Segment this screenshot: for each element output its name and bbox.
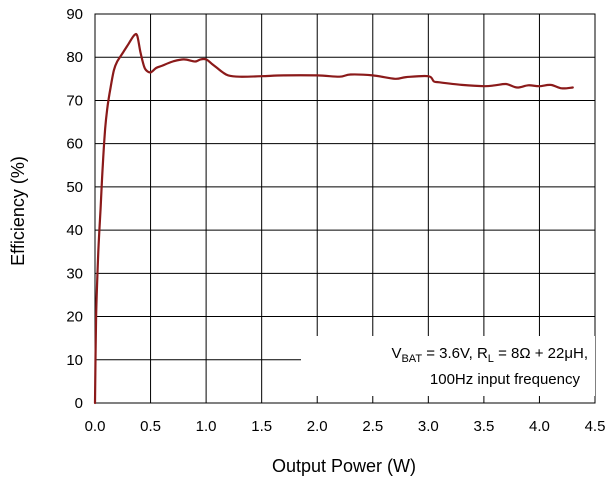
y-tick-label: 20 — [66, 309, 83, 326]
x-axis-label: Output Power (W) — [272, 456, 416, 476]
x-tick-label: 4.5 — [585, 418, 606, 435]
y-tick-label: 0 — [75, 395, 83, 412]
annotation: VBAT = 3.6V, RL = 8Ω + 22μH, 100Hz input… — [301, 336, 595, 396]
efficiency-series-line — [93, 32, 574, 405]
y-axis-label: Efficiency (%) — [8, 156, 28, 266]
annotation-background — [301, 336, 595, 396]
y-tick-label: 60 — [66, 136, 83, 153]
annotation-line-2: 100Hz input frequency — [430, 371, 581, 388]
y-tick-label: 80 — [66, 49, 83, 66]
y-tick-label: 30 — [66, 265, 83, 282]
x-tick-label: 1.0 — [196, 418, 217, 435]
y-tick-label: 10 — [66, 352, 83, 369]
x-tick-label: 1.5 — [251, 418, 272, 435]
x-tick-label: 0.5 — [140, 418, 161, 435]
y-tick-labels: 0 10 20 30 40 50 60 70 80 90 — [66, 6, 83, 412]
x-tick-label: 3.5 — [473, 418, 494, 435]
x-tick-label: 0.0 — [85, 418, 106, 435]
x-tick-label: 4.0 — [529, 418, 550, 435]
y-tick-label: 50 — [66, 179, 83, 196]
y-tick-label: 40 — [66, 222, 83, 239]
y-tick-label: 70 — [66, 92, 83, 109]
y-tick-label: 90 — [66, 6, 83, 23]
x-tick-label: 2.5 — [362, 418, 383, 435]
x-tick-label: 2.0 — [307, 418, 328, 435]
annotation-line-1: VBAT = 3.6V, RL = 8Ω + 22μH, — [391, 345, 588, 365]
x-tick-labels: 0.0 0.5 1.0 1.5 2.0 2.5 3.0 3.5 4.0 4.5 — [85, 418, 606, 435]
x-tick-label: 3.0 — [418, 418, 439, 435]
plot-frame — [94, 13, 596, 404]
